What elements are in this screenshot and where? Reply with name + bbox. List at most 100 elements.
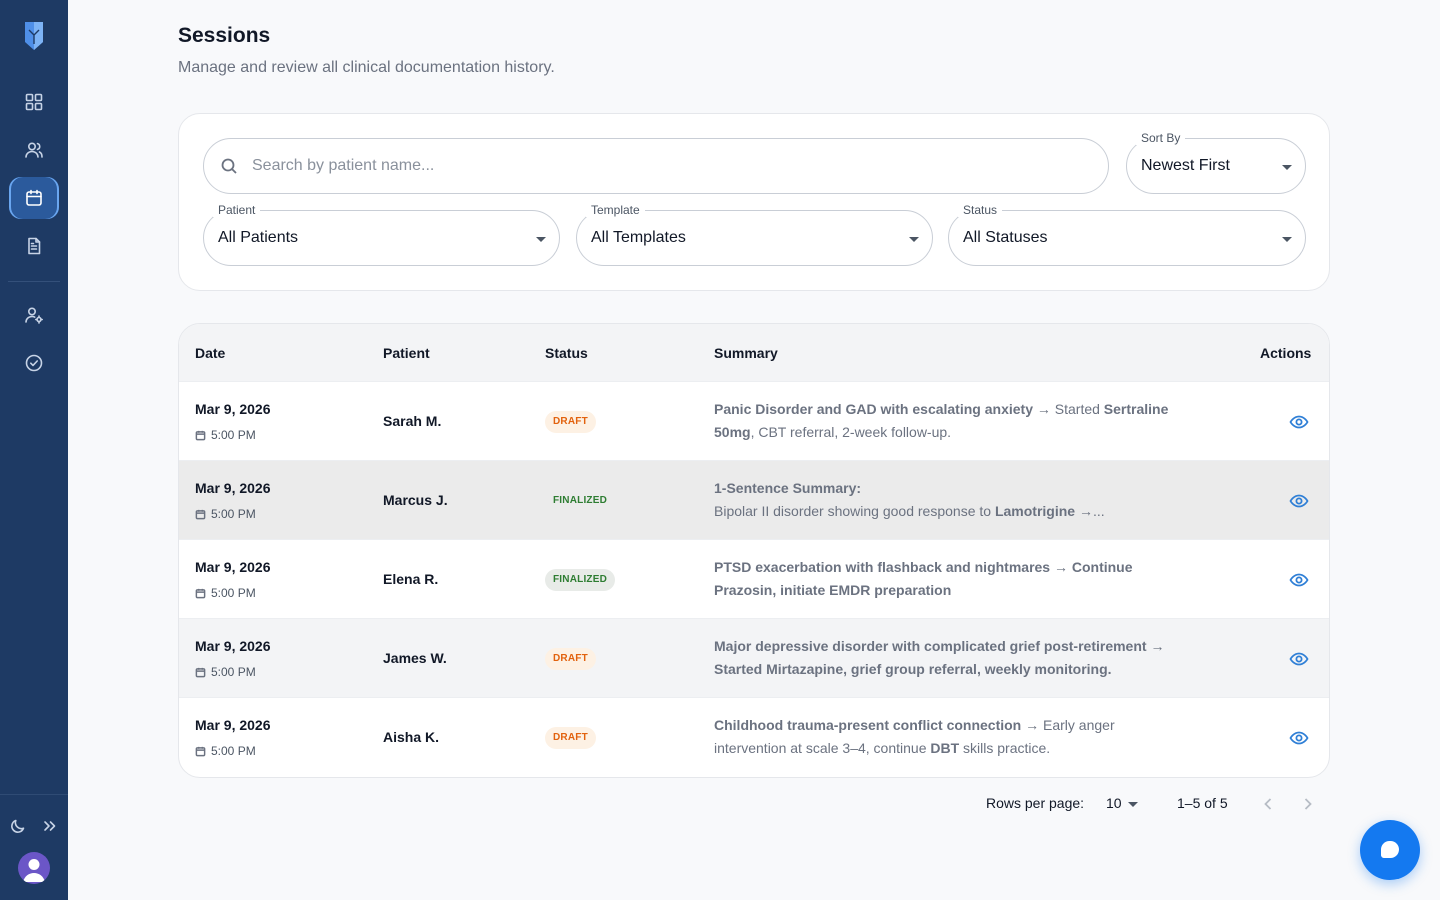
patient-name: Elena R. [383, 571, 439, 587]
view-session-button[interactable] [1289, 649, 1309, 669]
status-select-value: All Statuses [963, 229, 1048, 246]
nav-tasks[interactable] [14, 343, 54, 383]
user-gear-icon [25, 307, 43, 324]
caret-down-icon [1128, 802, 1138, 807]
grid-icon [25, 93, 43, 111]
table-header: Date Patient Status Summary Actions [179, 324, 1329, 381]
summary-segment: Major depressive disorder with complicat… [714, 638, 1165, 677]
session-time: 5:00 PM [195, 744, 256, 758]
column-header-status[interactable]: Status [545, 345, 588, 361]
eye-icon [1289, 494, 1309, 508]
chevrons-right-icon [44, 821, 56, 831]
session-date: Mar 9, 2026 [195, 401, 271, 417]
summary-segment: PTSD exacerbation with flashback and nig… [714, 559, 1133, 598]
status-badge: DRAFT [545, 648, 596, 670]
sidebar [0, 0, 68, 900]
table-row[interactable]: Mar 9, 2026 5:00 PM Marcus J. FINALIZED … [179, 460, 1329, 539]
summary-segment: Panic Disorder and GAD with escalating a… [714, 401, 1033, 417]
filter-panel: Sort By Newest First Patient All Patient… [178, 113, 1330, 291]
eye-icon [1289, 652, 1309, 666]
status-select[interactable]: Status All Statuses [948, 203, 1306, 266]
nav-documents[interactable] [14, 226, 54, 266]
session-date: Mar 9, 2026 [195, 717, 271, 733]
nav-dashboard[interactable] [14, 82, 54, 122]
session-time: 5:00 PM [195, 586, 256, 600]
session-summary: Major depressive disorder with complicat… [714, 635, 1174, 680]
status-select-label: Status [958, 203, 1003, 217]
table-row[interactable]: Mar 9, 2026 5:00 PM Elena R. FINALIZED P… [179, 539, 1329, 618]
pagination-range: 1–5 of 5 [1177, 795, 1228, 811]
search-icon [221, 158, 237, 174]
sort-select-value: Newest First [1141, 157, 1230, 174]
eye-icon [1289, 415, 1309, 429]
template-select-value: All Templates [591, 229, 686, 246]
next-page-button[interactable] [1298, 794, 1318, 814]
caret-down-icon [536, 237, 546, 242]
caret-down-icon [1282, 165, 1292, 170]
eye-icon [1289, 731, 1309, 745]
session-time-text: 5:00 PM [211, 586, 256, 600]
patient-name: Sarah M. [383, 413, 442, 429]
chat-button[interactable] [1360, 820, 1420, 880]
patient-name: Aisha K. [383, 729, 440, 745]
session-time: 5:00 PM [195, 428, 256, 442]
nav-user-settings[interactable] [14, 295, 54, 335]
session-time: 5:00 PM [195, 507, 256, 521]
caret-down-icon [909, 237, 919, 242]
summary-segment: DBT [930, 739, 960, 756]
expand-sidebar-button[interactable] [41, 817, 59, 835]
app-logo[interactable] [22, 20, 46, 52]
summary-segment: → Early anger intervention at scale 3–4,… [714, 717, 1115, 756]
column-header-patient[interactable]: Patient [383, 345, 430, 361]
session-time-text: 5:00 PM [211, 507, 256, 521]
calendar-icon [195, 430, 206, 440]
session-date: Mar 9, 2026 [195, 480, 271, 496]
summary-segment: Bipolar II disorder showing good respons… [714, 502, 995, 519]
table-row[interactable]: Mar 9, 2026 5:00 PM Sarah M. DRAFT Panic… [179, 381, 1329, 460]
moon-icon [11, 819, 25, 833]
session-date: Mar 9, 2026 [195, 638, 271, 654]
view-session-button[interactable] [1289, 491, 1309, 511]
template-select[interactable]: Template All Templates [576, 203, 933, 266]
session-time-text: 5:00 PM [211, 744, 256, 758]
summary-segment: → Started [1032, 401, 1104, 417]
patient-select[interactable]: Patient All Patients [203, 203, 560, 266]
patient-select-label: Patient [213, 203, 261, 217]
sessions-table: Date Patient Status Summary Actions Mar … [178, 323, 1330, 778]
column-header-date[interactable]: Date [195, 345, 226, 361]
session-summary: PTSD exacerbation with flashback and nig… [714, 556, 1174, 601]
sort-select[interactable]: Sort By Newest First [1126, 131, 1306, 194]
avatar[interactable] [18, 852, 50, 884]
view-session-button[interactable] [1289, 728, 1309, 748]
calendar-icon [195, 746, 206, 756]
session-time: 5:00 PM [195, 665, 256, 679]
user-avatar-icon [23, 859, 45, 882]
check-circle-icon [25, 354, 43, 372]
view-session-button[interactable] [1289, 412, 1309, 432]
nav-patients[interactable] [14, 130, 54, 170]
status-badge: DRAFT [545, 411, 596, 433]
table-row[interactable]: Mar 9, 2026 5:00 PM Aisha K. DRAFT Child… [179, 697, 1329, 776]
rows-per-page-label: Rows per page: [986, 795, 1085, 811]
view-session-button[interactable] [1289, 570, 1309, 590]
column-header-summary: Summary [714, 345, 778, 361]
calendar-icon [26, 189, 42, 206]
status-badge: FINALIZED [545, 569, 616, 591]
summary-segment: →... [1075, 502, 1105, 519]
chevron-right-icon [1304, 798, 1312, 810]
session-summary: 1-Sentence Summary: Bipolar II disorder s… [714, 477, 1174, 522]
search-box[interactable] [203, 138, 1109, 194]
table-row[interactable]: Mar 9, 2026 5:00 PM James W. DRAFT Major… [179, 618, 1329, 697]
theme-toggle[interactable] [9, 817, 27, 835]
session-time-text: 5:00 PM [211, 665, 256, 679]
summary-segment: 1-Sentence Summary: [714, 480, 862, 496]
status-badge: DRAFT [545, 727, 596, 749]
nav-sessions[interactable] [9, 177, 59, 219]
patient-select-value: All Patients [218, 229, 299, 246]
session-summary: Panic Disorder and GAD with escalating a… [714, 398, 1174, 443]
page-subtitle: Manage and review all clinical documenta… [178, 59, 555, 76]
search-input[interactable] [252, 157, 1052, 175]
sidebar-divider [8, 281, 60, 282]
rows-per-page-select[interactable]: 10 [1106, 795, 1122, 811]
previous-page-button[interactable] [1258, 794, 1278, 814]
